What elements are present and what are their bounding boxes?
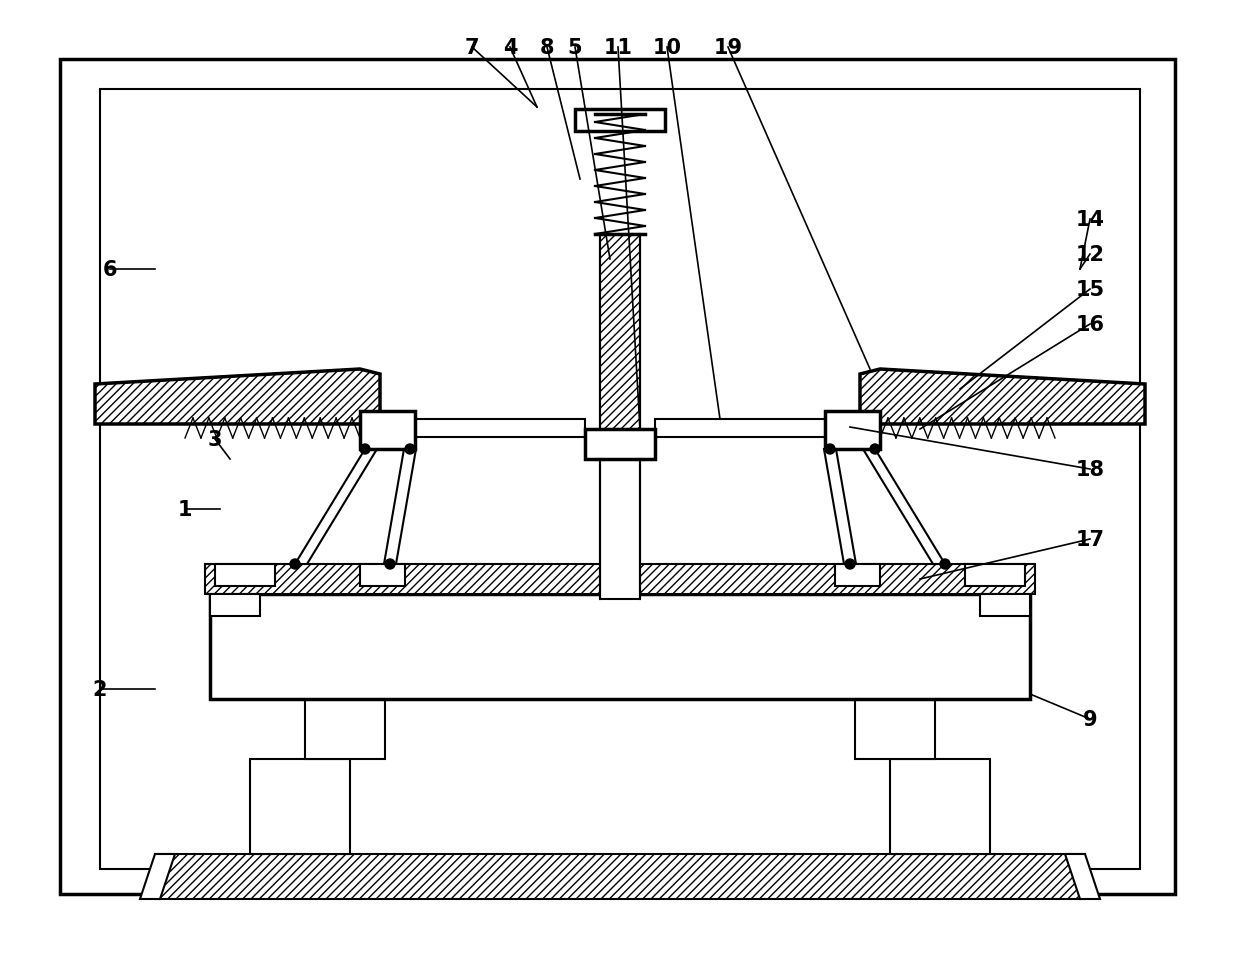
Circle shape: [940, 559, 950, 570]
Bar: [305, 700, 384, 759]
Text: 1: 1: [177, 500, 192, 520]
Bar: [600, 430, 640, 600]
Bar: [205, 564, 1035, 595]
Text: 14: 14: [1075, 209, 1105, 230]
Text: 2: 2: [93, 679, 107, 700]
Text: 8: 8: [539, 38, 554, 58]
Text: 15: 15: [1075, 280, 1105, 300]
Text: 16: 16: [1075, 314, 1105, 334]
Bar: [210, 595, 1030, 700]
Bar: [890, 759, 990, 854]
Bar: [360, 411, 415, 450]
Polygon shape: [295, 450, 377, 564]
Polygon shape: [1065, 854, 1100, 899]
Bar: [655, 420, 870, 437]
Bar: [60, 60, 1176, 894]
Circle shape: [825, 445, 835, 455]
Circle shape: [290, 559, 300, 570]
Polygon shape: [825, 450, 856, 564]
Bar: [210, 595, 260, 616]
Circle shape: [384, 559, 396, 570]
Text: 6: 6: [103, 259, 118, 280]
Text: 18: 18: [1075, 459, 1105, 480]
Bar: [835, 564, 880, 586]
Polygon shape: [863, 450, 945, 564]
Circle shape: [360, 445, 370, 455]
Bar: [370, 420, 585, 437]
Text: 17: 17: [1075, 530, 1105, 550]
Bar: [856, 700, 935, 759]
Circle shape: [844, 559, 856, 570]
Circle shape: [405, 445, 415, 455]
Text: 7: 7: [465, 38, 479, 58]
Bar: [965, 564, 1025, 586]
Polygon shape: [384, 450, 415, 564]
Text: 12: 12: [1075, 245, 1105, 264]
Bar: [575, 110, 665, 132]
Circle shape: [870, 445, 880, 455]
Bar: [155, 854, 1085, 899]
Text: 3: 3: [208, 430, 222, 450]
Bar: [250, 759, 350, 854]
Bar: [825, 411, 880, 450]
Text: 19: 19: [713, 38, 743, 58]
Polygon shape: [861, 370, 1145, 425]
Bar: [980, 595, 1030, 616]
Text: 9: 9: [1083, 709, 1097, 729]
Bar: [100, 90, 1140, 869]
Text: 5: 5: [568, 38, 583, 58]
Bar: [215, 564, 275, 586]
Text: 10: 10: [652, 38, 682, 58]
Bar: [360, 564, 405, 586]
Bar: [585, 430, 655, 459]
Text: 4: 4: [502, 38, 517, 58]
Bar: [600, 234, 640, 430]
Text: 11: 11: [604, 38, 632, 58]
Polygon shape: [95, 370, 379, 425]
Polygon shape: [140, 854, 175, 899]
